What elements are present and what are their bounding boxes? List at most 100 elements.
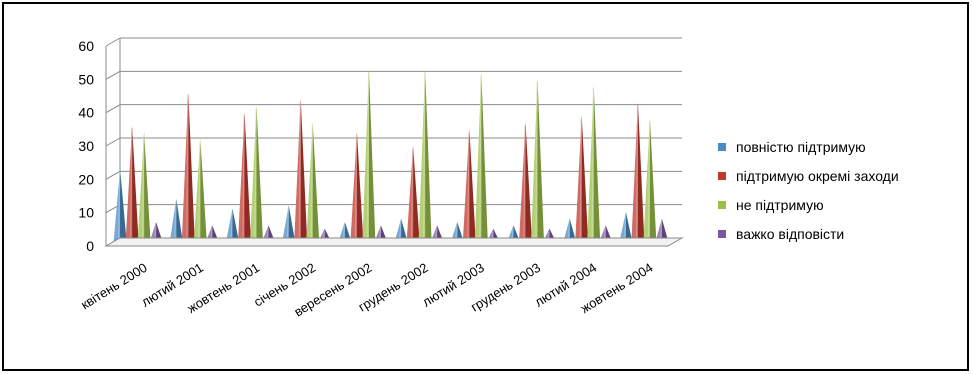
chart-floor [104, 237, 684, 247]
cone-dark-face [581, 115, 589, 244]
cone-dark-face [469, 128, 476, 244]
cone-mark [575, 115, 589, 244]
legend-swatch [718, 172, 726, 180]
cone-highlight [411, 148, 414, 242]
cone-highlight [174, 201, 177, 242]
cone-dark-face [481, 72, 488, 244]
cone-mark [631, 102, 645, 244]
y-tick-label: 10 [78, 205, 94, 221]
gridline-depth [105, 70, 121, 80]
gridline-depth [105, 137, 121, 147]
gridline-depth [105, 170, 121, 180]
cone-highlight [479, 74, 482, 242]
cone-mark [181, 92, 195, 244]
cone-highlight [467, 131, 470, 242]
legend-label: підтримую окремі заходи [736, 168, 899, 184]
legend-swatch [718, 230, 726, 238]
cone-highlight [635, 104, 639, 242]
cone-dark-face [312, 122, 320, 244]
legend-label: важко відповісти [736, 226, 844, 242]
cone-mark [587, 85, 601, 244]
cone-dark-face [413, 145, 420, 244]
cone-highlight [242, 114, 245, 242]
cone-mark [619, 212, 633, 244]
cone-dark-face [288, 205, 296, 244]
legend-swatch [718, 201, 726, 209]
cone-dark-face [525, 122, 532, 244]
cone-dark-face [144, 132, 151, 244]
legend-label: повністю підтримую [736, 139, 866, 155]
cone-dark-face [300, 98, 308, 245]
cone-highlight [230, 211, 233, 242]
y-tick-label: 0 [86, 238, 94, 254]
cone-dark-face [244, 112, 251, 244]
cone-dark-face [637, 102, 645, 244]
cone-highlight [579, 118, 582, 242]
cone-mark [406, 145, 420, 244]
cone-highlight [186, 94, 189, 242]
cone-highlight [523, 124, 526, 242]
cone-highlight [298, 101, 301, 242]
cone-mark [474, 72, 488, 244]
gridline-depth [105, 37, 121, 47]
legend-swatch [718, 143, 726, 151]
cone-mark [193, 138, 207, 244]
legend-label: не підтримую [736, 197, 824, 213]
cone-highlight [354, 134, 358, 242]
cone-highlight [254, 108, 257, 242]
cone-dark-face [356, 132, 364, 244]
cone-mark [238, 112, 251, 244]
cone-mark [306, 122, 320, 244]
cone-dark-face [425, 68, 432, 245]
cone-dark-face [200, 138, 207, 244]
cone-dark-face [232, 208, 239, 244]
y-tick-label: 40 [78, 105, 94, 121]
legend: повністю підтримую підтримую окремі заход… [718, 139, 899, 242]
gridline-depth [105, 104, 121, 114]
cone-dark-face [368, 68, 376, 245]
cone-highlight [423, 71, 426, 242]
cone-highlight [366, 71, 370, 242]
cone-highlight [591, 88, 595, 242]
cone-dark-face [537, 78, 544, 245]
cone-mark [250, 105, 263, 244]
cone-mark [350, 132, 364, 244]
cone-highlight [310, 124, 313, 242]
y-axis-ticks: 0 10 20 30 40 50 60 [78, 38, 94, 254]
cone-mark [519, 122, 532, 244]
cone-highlight [130, 128, 133, 242]
cone-mark [137, 132, 151, 244]
y-tick-label: 30 [78, 138, 94, 154]
chart-marks [113, 68, 669, 245]
cone-mark [282, 205, 296, 244]
cone-highlight [142, 134, 145, 242]
cone-highlight [535, 81, 538, 242]
cone-highlight [118, 171, 121, 242]
cone-dark-face [625, 212, 633, 244]
cone-dark-face [176, 198, 183, 244]
cone-mark [462, 128, 476, 244]
cone-dark-face [132, 125, 139, 244]
y-tick-label: 50 [78, 71, 94, 87]
cone-mark [362, 68, 376, 245]
cone-highlight [623, 214, 627, 242]
cone-dark-face [593, 85, 601, 244]
cone-dark-face [120, 168, 127, 244]
x-axis [104, 237, 684, 247]
cone-mark [643, 118, 657, 244]
cone-mark [169, 198, 183, 244]
cone-mark [113, 168, 127, 244]
y-tick-label: 20 [78, 171, 94, 187]
cone-highlight [647, 121, 651, 242]
cone-mark [226, 208, 239, 244]
cone-dark-face [188, 92, 195, 244]
cone-mark [418, 68, 432, 245]
cone-dark-face [256, 105, 263, 244]
x-tick-label: квітень 2000 [78, 260, 150, 312]
cone-highlight [286, 208, 289, 242]
cone-highlight [198, 141, 201, 242]
y-tick-label: 60 [78, 38, 94, 54]
cone-mark [531, 78, 544, 245]
